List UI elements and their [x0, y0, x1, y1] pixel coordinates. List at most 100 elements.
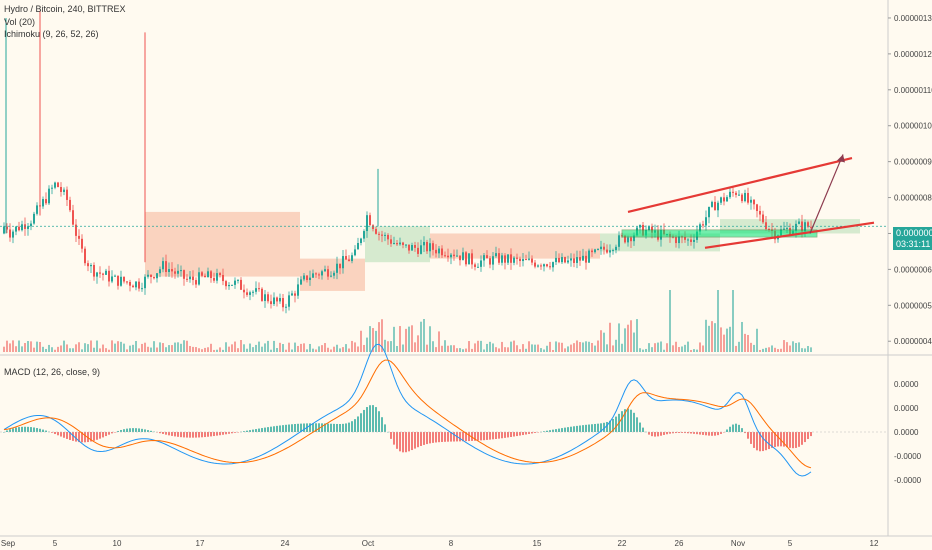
- macd-histogram-bar: [777, 432, 779, 447]
- volume-bar: [573, 343, 575, 352]
- candle-body: [363, 231, 365, 239]
- macd-histogram-bar: [81, 432, 83, 443]
- macd-histogram-bar: [711, 432, 713, 436]
- volume-bar: [399, 326, 401, 352]
- volume-bar: [438, 331, 440, 352]
- candle-body: [315, 273, 317, 275]
- macd-histogram-bar: [504, 432, 506, 438]
- ichimoku-cloud-segment: [300, 258, 365, 291]
- volume-bar: [171, 345, 173, 352]
- volume-bar: [96, 340, 98, 352]
- macd-histogram-bar: [804, 432, 806, 443]
- candle-body: [432, 243, 434, 250]
- macd-histogram-bar: [546, 430, 548, 432]
- macd-tick-label: 0.0000: [894, 428, 919, 437]
- candle-body: [207, 271, 209, 278]
- volume-bar: [396, 345, 398, 352]
- volume-bar: [27, 341, 29, 352]
- macd-histogram-bar: [678, 432, 680, 433]
- candle-body: [45, 199, 47, 204]
- candle-body: [588, 250, 590, 263]
- macd-histogram-bar: [633, 412, 635, 432]
- volume-bar: [615, 339, 617, 352]
- macd-histogram-bar: [294, 424, 296, 432]
- candle-body: [420, 245, 422, 254]
- volume-bar: [381, 319, 383, 352]
- macd-histogram-bar: [66, 432, 68, 439]
- candle-body: [390, 239, 392, 244]
- macd-histogram-bar: [495, 432, 497, 440]
- candle-body: [60, 187, 62, 192]
- macd-histogram-bar: [87, 432, 89, 443]
- volume-bar: [402, 344, 404, 352]
- candle-body: [558, 257, 560, 263]
- candle-body: [798, 221, 800, 224]
- volume-bar: [708, 325, 710, 352]
- candle-body: [498, 253, 500, 263]
- volume-bar: [39, 341, 41, 352]
- macd-histogram-bar: [477, 432, 479, 441]
- macd-histogram-bar: [438, 432, 440, 443]
- macd-histogram-bar: [774, 432, 776, 448]
- volume-bar: [795, 343, 797, 352]
- macd-histogram-bar: [735, 423, 737, 432]
- candle-body: [807, 222, 809, 227]
- candle-body: [189, 276, 191, 280]
- macd-histogram-bar: [462, 432, 464, 442]
- macd-histogram-bar: [384, 424, 386, 432]
- candle-body: [201, 272, 203, 276]
- candle-body: [33, 213, 35, 224]
- candle-body: [624, 235, 626, 243]
- candle-body: [594, 249, 596, 253]
- time-tick-label: 8: [449, 539, 454, 548]
- macd-histogram-bar: [249, 430, 251, 432]
- volume-bar: [288, 342, 290, 352]
- candle-body: [36, 205, 38, 214]
- candle-body: [3, 226, 5, 234]
- macd-histogram-bar: [594, 423, 596, 432]
- volume-bar: [210, 343, 212, 352]
- candle-body: [72, 210, 74, 225]
- candle-body: [27, 226, 29, 229]
- macd-histogram-bar: [186, 432, 188, 438]
- macd-histogram-bar: [246, 430, 248, 432]
- candle-body: [186, 278, 188, 280]
- macd-histogram-bar: [381, 417, 383, 432]
- time-tick-label: Oct: [362, 539, 375, 548]
- ichimoku-cloud-segment: [430, 233, 600, 259]
- volume-bar: [195, 347, 197, 352]
- volume-bar: [249, 343, 251, 352]
- macd-histogram-bar: [807, 432, 809, 440]
- volume-bar: [183, 340, 185, 352]
- candle-body: [354, 249, 356, 256]
- volume-bar: [645, 348, 647, 352]
- macd-histogram-bar: [174, 432, 176, 437]
- volume-bar: [618, 323, 620, 352]
- volume-bar: [360, 330, 362, 352]
- candle-body: [447, 255, 449, 258]
- macd-histogram-bar: [591, 424, 593, 432]
- volume-bar: [426, 344, 428, 352]
- candle-body: [87, 263, 89, 267]
- volume-bar: [387, 341, 389, 352]
- macd-histogram-bar: [600, 423, 602, 432]
- candle-body: [459, 255, 461, 261]
- macd-histogram-bar: [489, 432, 491, 440]
- candle-body: [585, 255, 587, 263]
- macd-histogram-bar: [222, 432, 224, 435]
- candle-body: [483, 255, 485, 261]
- candle-body: [114, 275, 116, 277]
- macd-histogram-bar: [252, 429, 254, 432]
- candle-body: [288, 295, 290, 307]
- candle-body: [126, 281, 128, 283]
- macd-histogram-bar: [669, 432, 671, 434]
- candle-body: [720, 197, 722, 203]
- macd-histogram-bar: [291, 424, 293, 432]
- candle-body: [30, 223, 32, 227]
- volume-bar: [594, 345, 596, 352]
- macd-histogram-bar: [114, 432, 116, 433]
- macd-histogram-bar: [78, 432, 80, 443]
- volume-bar: [312, 348, 314, 352]
- macd-histogram-bar: [612, 418, 614, 432]
